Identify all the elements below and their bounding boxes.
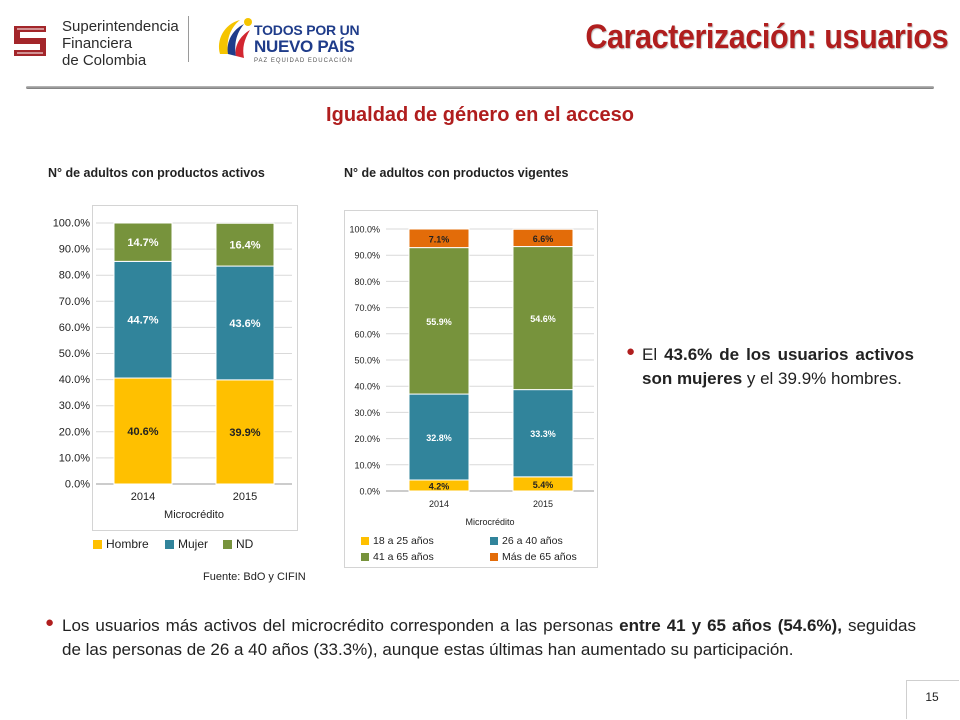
header-rule: [26, 86, 934, 89]
y-tick-label: 60.0%: [59, 322, 90, 334]
bullet-dot-icon: ●: [626, 343, 636, 360]
section-subtitle: Igualdad de género en el acceso: [326, 104, 634, 126]
logo-sfc-line: Financiera: [62, 35, 133, 52]
y-tick-label: 20.0%: [59, 426, 90, 438]
logo-tpunp-line1: TODOS POR UN: [254, 22, 360, 38]
chart2-frame: [344, 210, 598, 568]
legend-swatch: [223, 540, 232, 549]
y-tick-label: 30.0%: [59, 400, 90, 412]
bullet2-pre: Los usuarios más activos del microcrédit…: [62, 616, 620, 635]
logo-sfc-name: Superintendencia Financiera de Colombia: [62, 18, 179, 69]
y-tick-label: 100.0%: [53, 218, 91, 230]
superintendencia-logo-icon: [10, 20, 50, 58]
y-tick-label: 70.0%: [59, 296, 90, 308]
legend-swatch: [165, 540, 174, 549]
chart2-title: N° de adultos con productos vigentes: [344, 166, 569, 180]
bullet-dot-icon: ●: [45, 614, 55, 631]
y-tick-label: 0.0%: [65, 479, 90, 491]
page-title: Caracterización: usuarios: [585, 18, 948, 56]
bullet1-bold: 43.6% de los usuarios activos son mujere…: [642, 345, 914, 388]
logo-todos-por-un-nuevo-pais: TODOS POR UN NUEVO PAÍS PAZ EQUIDAD EDUC…: [214, 10, 364, 70]
page-number-box: [906, 680, 959, 719]
source-note: Fuente: BdO y CIFIN: [203, 571, 306, 583]
chart1-title: N° de adultos con productos activos: [48, 166, 265, 180]
bullet1-pre: El: [642, 345, 665, 364]
y-tick-label: 10.0%: [59, 452, 90, 464]
legend-swatch: [93, 540, 102, 549]
bullet1-post: y el 39.9% hombres.: [742, 369, 902, 388]
legend-label: Hombre: [106, 537, 149, 551]
tricolor-swoosh-icon: [218, 18, 252, 58]
bullet-edades: Los usuarios más activos del microcrédit…: [62, 614, 916, 662]
y-tick-label: 40.0%: [59, 374, 90, 386]
y-tick-label: 80.0%: [59, 270, 90, 282]
header-divider: [188, 16, 189, 62]
logo-superintendencia: Superintendencia Financiera de Colombia: [8, 12, 188, 69]
legend-label: Mujer: [178, 537, 208, 551]
y-tick-label: 90.0%: [59, 244, 90, 256]
bullet-mujeres: El 43.6% de los usuarios activos son muj…: [642, 343, 914, 391]
logo-sfc-line: de Colombia: [62, 52, 147, 69]
logo-sfc-line: Superintendencia: [62, 18, 179, 35]
chart1-frame: [92, 205, 298, 531]
page-number: 15: [925, 690, 939, 704]
legend-label: ND: [236, 537, 254, 551]
y-tick-label: 50.0%: [59, 348, 90, 360]
bullet2-bold: entre 41 y 65 años (54.6%),: [619, 616, 842, 635]
logo-tpunp-line2: NUEVO PAÍS: [254, 37, 355, 56]
bullet2-post: seguidas de las personas de 26 a 40 años…: [62, 616, 916, 659]
logo-tpunp-line3: PAZ EQUIDAD EDUCACIÓN: [254, 58, 353, 64]
